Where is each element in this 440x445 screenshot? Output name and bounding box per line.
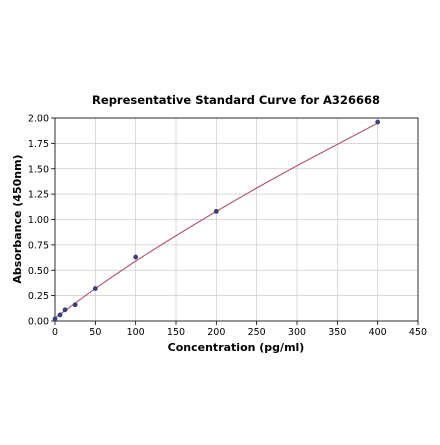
x-tick-label: 100	[127, 327, 145, 338]
y-axis-ticks: 0.00 0.25 0.50 0.75 1.00 1.25 1.50 1.75 2.00	[28, 114, 55, 328]
x-axis-ticks: 0 50 100 150 200 250 300 350 400 450	[52, 321, 427, 338]
data-point	[57, 312, 63, 318]
x-tick-label: 250	[248, 327, 266, 338]
data-point	[52, 316, 58, 322]
y-tick-label: 1.75	[28, 139, 49, 150]
y-tick-label: 1.50	[28, 164, 49, 175]
y-tick-label: 0.00	[28, 317, 49, 328]
x-tick-label: 150	[167, 327, 185, 338]
data-point	[133, 254, 139, 260]
y-tick-label: 0.50	[28, 266, 49, 277]
data-points	[52, 119, 381, 322]
data-point	[375, 119, 381, 125]
y-tick-label: 1.00	[28, 215, 49, 226]
x-tick-label: 300	[288, 327, 306, 338]
y-tick-label: 2.00	[28, 114, 49, 125]
x-tick-label: 400	[369, 327, 387, 338]
data-point	[92, 286, 98, 291]
grid-lines	[54, 117, 419, 322]
y-axis-label: Absorbance (450nm)	[11, 154, 24, 283]
data-point	[62, 307, 68, 313]
y-tick-label: 1.25	[28, 190, 49, 201]
y-tick-label: 0.25	[28, 291, 49, 302]
data-point	[213, 208, 219, 214]
x-tick-label: 0	[52, 327, 58, 338]
chart-title: Representative Standard Curve for A32666…	[92, 93, 380, 107]
x-axis-label: Concentration (pg/ml)	[168, 341, 305, 354]
x-tick-label: 200	[207, 327, 225, 338]
y-tick-label: 0.75	[28, 240, 49, 251]
data-point	[72, 302, 78, 308]
x-tick-label: 450	[409, 327, 427, 338]
x-tick-label: 50	[89, 327, 101, 338]
x-tick-label: 350	[328, 327, 346, 338]
